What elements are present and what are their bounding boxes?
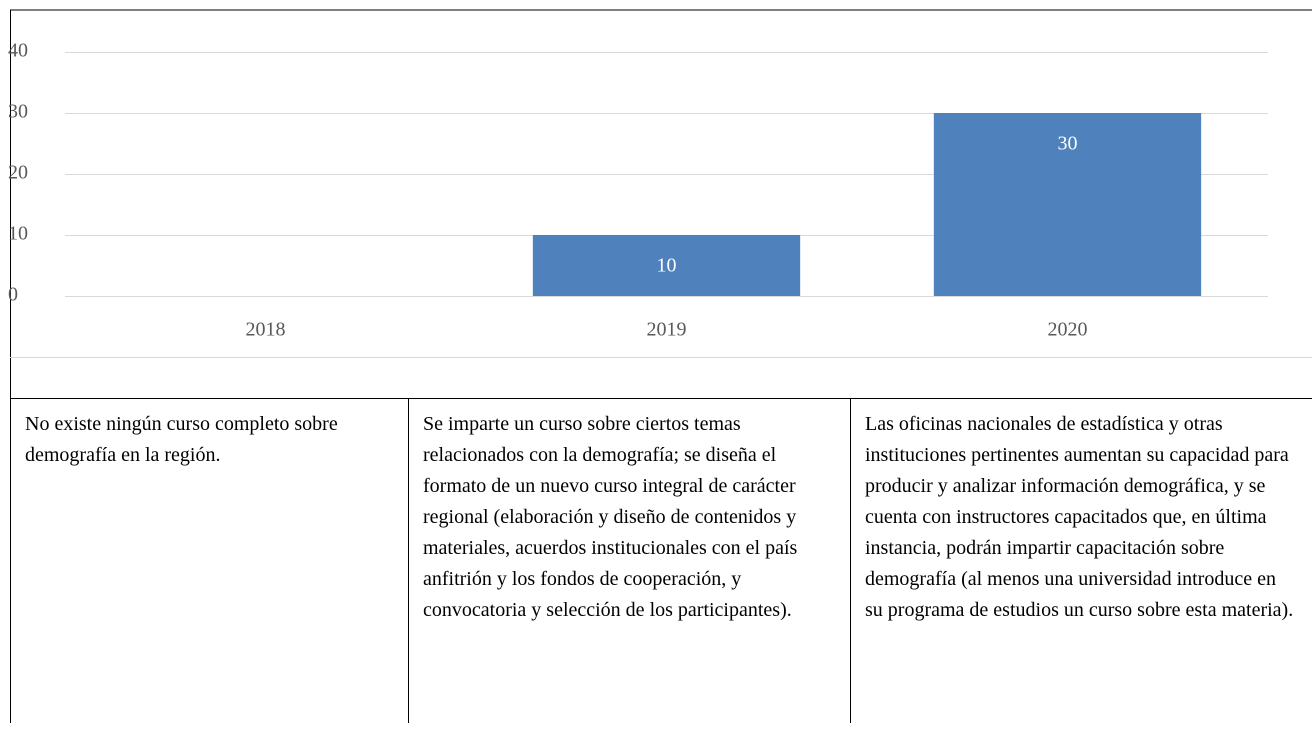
- table-cell: Se imparte un curso sobre ciertos temas …: [408, 398, 851, 723]
- bar: [933, 113, 1202, 296]
- description-table: No existe ningún curso completo sobre de…: [10, 398, 1312, 723]
- table-row: No existe ningún curso completo sobre de…: [10, 398, 1312, 723]
- y-tick-label: 0: [8, 284, 18, 306]
- x-tick-label: 2019: [647, 319, 687, 341]
- data-label: 30: [1058, 133, 1078, 155]
- x-tick-label: 2018: [246, 319, 286, 341]
- y-tick-label: 20: [8, 162, 28, 184]
- data-label: 10: [657, 255, 677, 277]
- table-cell: Las oficinas nacionales de estadística y…: [850, 398, 1312, 723]
- y-tick-label: 10: [8, 223, 28, 245]
- table-cell: No existe ningún curso completo sobre de…: [10, 398, 409, 723]
- bar: [532, 235, 801, 296]
- x-tick-label: 2020: [1048, 319, 1088, 341]
- y-tick-label: 30: [8, 101, 28, 123]
- y-tick-label: 40: [8, 40, 28, 62]
- chart: 0 10 20 30 40 2018 2019 10 2020 30: [8, 9, 1312, 398]
